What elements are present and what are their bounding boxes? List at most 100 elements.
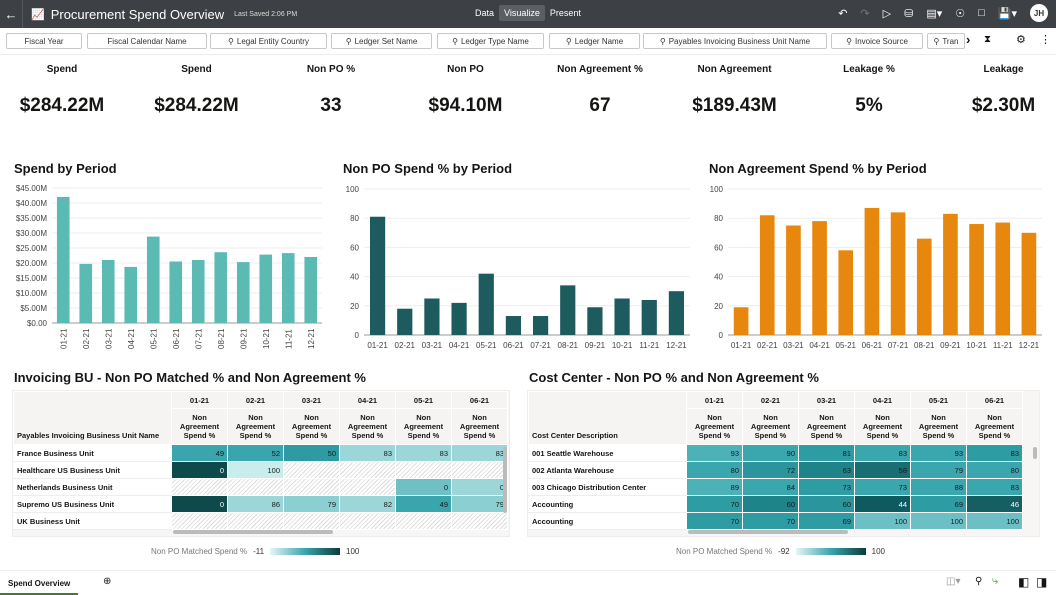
horizontal-scrollbar[interactable] <box>688 530 848 534</box>
bar[interactable] <box>424 299 439 336</box>
bar[interactable] <box>147 237 160 323</box>
table-cell[interactable]: 90 <box>743 445 799 462</box>
vertical-scrollbar[interactable] <box>1033 447 1037 459</box>
table-cell[interactable]: 84 <box>743 479 799 496</box>
x-tick-label: 09-21 <box>239 328 248 349</box>
table-cell[interactable]: 50 <box>284 445 340 462</box>
table-cell[interactable]: 81 <box>799 445 855 462</box>
bar[interactable] <box>642 300 657 335</box>
x-tick-label: 03-21 <box>422 341 443 350</box>
add-canvas-icon[interactable]: ⊕ <box>103 576 111 587</box>
bar[interactable] <box>891 212 906 335</box>
bar[interactable] <box>560 285 575 335</box>
tab-spend-overview[interactable]: Spend Overview <box>0 571 78 595</box>
table-cell[interactable]: 0 <box>452 479 508 496</box>
table-cell[interactable]: 89 <box>687 479 743 496</box>
bar[interactable] <box>237 262 250 323</box>
table-cell[interactable]: 70 <box>743 513 799 530</box>
bar[interactable] <box>969 224 984 335</box>
table-cell[interactable]: 83 <box>452 445 508 462</box>
table-cell[interactable]: 52 <box>228 445 284 462</box>
table-cell[interactable]: 49 <box>396 496 452 513</box>
bar[interactable] <box>734 307 749 335</box>
bar[interactable] <box>865 208 880 335</box>
horizontal-scrollbar[interactable] <box>173 530 333 534</box>
bar[interactable] <box>943 214 958 335</box>
table-cell[interactable]: 93 <box>687 445 743 462</box>
bar[interactable] <box>304 257 317 323</box>
bar[interactable] <box>838 250 853 335</box>
table-cell[interactable]: 82 <box>340 496 396 513</box>
table-cell[interactable]: 73 <box>799 479 855 496</box>
table-cell[interactable]: 100 <box>855 513 911 530</box>
table-cell[interactable]: 70 <box>687 513 743 530</box>
table-cell[interactable]: 69 <box>911 496 967 513</box>
table-cell[interactable]: 80 <box>687 462 743 479</box>
bar[interactable] <box>786 226 801 336</box>
bar[interactable] <box>124 267 137 323</box>
bar[interactable] <box>760 215 775 335</box>
table-cell[interactable]: 0 <box>172 462 228 479</box>
table-cell[interactable]: 83 <box>967 445 1023 462</box>
bar[interactable] <box>102 260 115 323</box>
bar[interactable] <box>1022 233 1037 335</box>
table-cell[interactable]: 44 <box>855 496 911 513</box>
table-cell[interactable]: 79 <box>911 462 967 479</box>
table-cell[interactable]: 73 <box>855 479 911 496</box>
table-cell[interactable]: 79 <box>284 496 340 513</box>
bar[interactable] <box>169 262 182 324</box>
table-cell[interactable]: 83 <box>340 445 396 462</box>
auto-apply-icon[interactable]: ⤷ <box>992 575 998 588</box>
table-cell[interactable]: 100 <box>228 462 284 479</box>
bar[interactable] <box>282 253 295 323</box>
table-cell[interactable]: 100 <box>967 513 1023 530</box>
bar[interactable] <box>614 299 629 336</box>
table-cell[interactable]: 100 <box>911 513 967 530</box>
bar[interactable] <box>533 316 548 335</box>
table-cell[interactable]: 63 <box>799 462 855 479</box>
table-cell[interactable]: 49 <box>172 445 228 462</box>
table-cell[interactable]: 60 <box>743 496 799 513</box>
bar[interactable] <box>669 291 684 335</box>
vertical-scrollbar[interactable] <box>503 447 507 513</box>
table-cell[interactable]: 79 <box>452 496 508 513</box>
bar[interactable] <box>506 316 521 335</box>
table-cell[interactable]: 0 <box>172 496 228 513</box>
bar[interactable] <box>812 221 827 335</box>
table-cell[interactable]: 83 <box>855 445 911 462</box>
x-tick-label: 05-21 <box>836 341 857 350</box>
bar[interactable] <box>995 223 1010 335</box>
layout-icon[interactable]: ◫▾ <box>946 576 960 587</box>
left-panel-icon[interactable]: ◧ <box>1018 575 1029 589</box>
bar[interactable] <box>587 307 602 335</box>
bar[interactable] <box>57 197 70 323</box>
x-tick-label: 08-21 <box>914 341 935 350</box>
table-cell[interactable]: 93 <box>911 445 967 462</box>
bar[interactable] <box>370 217 385 335</box>
bar[interactable] <box>917 239 932 335</box>
table-cell[interactable]: 70 <box>687 496 743 513</box>
table-cell[interactable]: 60 <box>799 496 855 513</box>
right-panel-icon[interactable]: ◨ <box>1036 575 1047 589</box>
table-cell[interactable]: 58 <box>855 462 911 479</box>
bar[interactable] <box>259 255 272 323</box>
table-cell[interactable]: 80 <box>967 462 1023 479</box>
bar[interactable] <box>451 303 466 335</box>
table-cell[interactable]: 86 <box>228 496 284 513</box>
table-cell[interactable]: 46 <box>967 496 1023 513</box>
bar[interactable] <box>192 260 205 323</box>
table-cell[interactable]: 0 <box>396 479 452 496</box>
bar[interactable] <box>214 252 227 323</box>
bar[interactable] <box>397 309 412 335</box>
bar[interactable] <box>79 264 92 323</box>
filter-icon[interactable]: ⚲ <box>975 576 982 587</box>
table-cell[interactable]: 88 <box>911 479 967 496</box>
y-tick-label: $15.00M <box>16 274 47 283</box>
table-cell[interactable]: 83 <box>967 479 1023 496</box>
table-cell[interactable]: 72 <box>743 462 799 479</box>
bar[interactable] <box>479 274 494 335</box>
table-cell[interactable]: 83 <box>396 445 452 462</box>
table-cell[interactable]: 69 <box>799 513 855 530</box>
y-tick-label: 20 <box>714 302 723 311</box>
